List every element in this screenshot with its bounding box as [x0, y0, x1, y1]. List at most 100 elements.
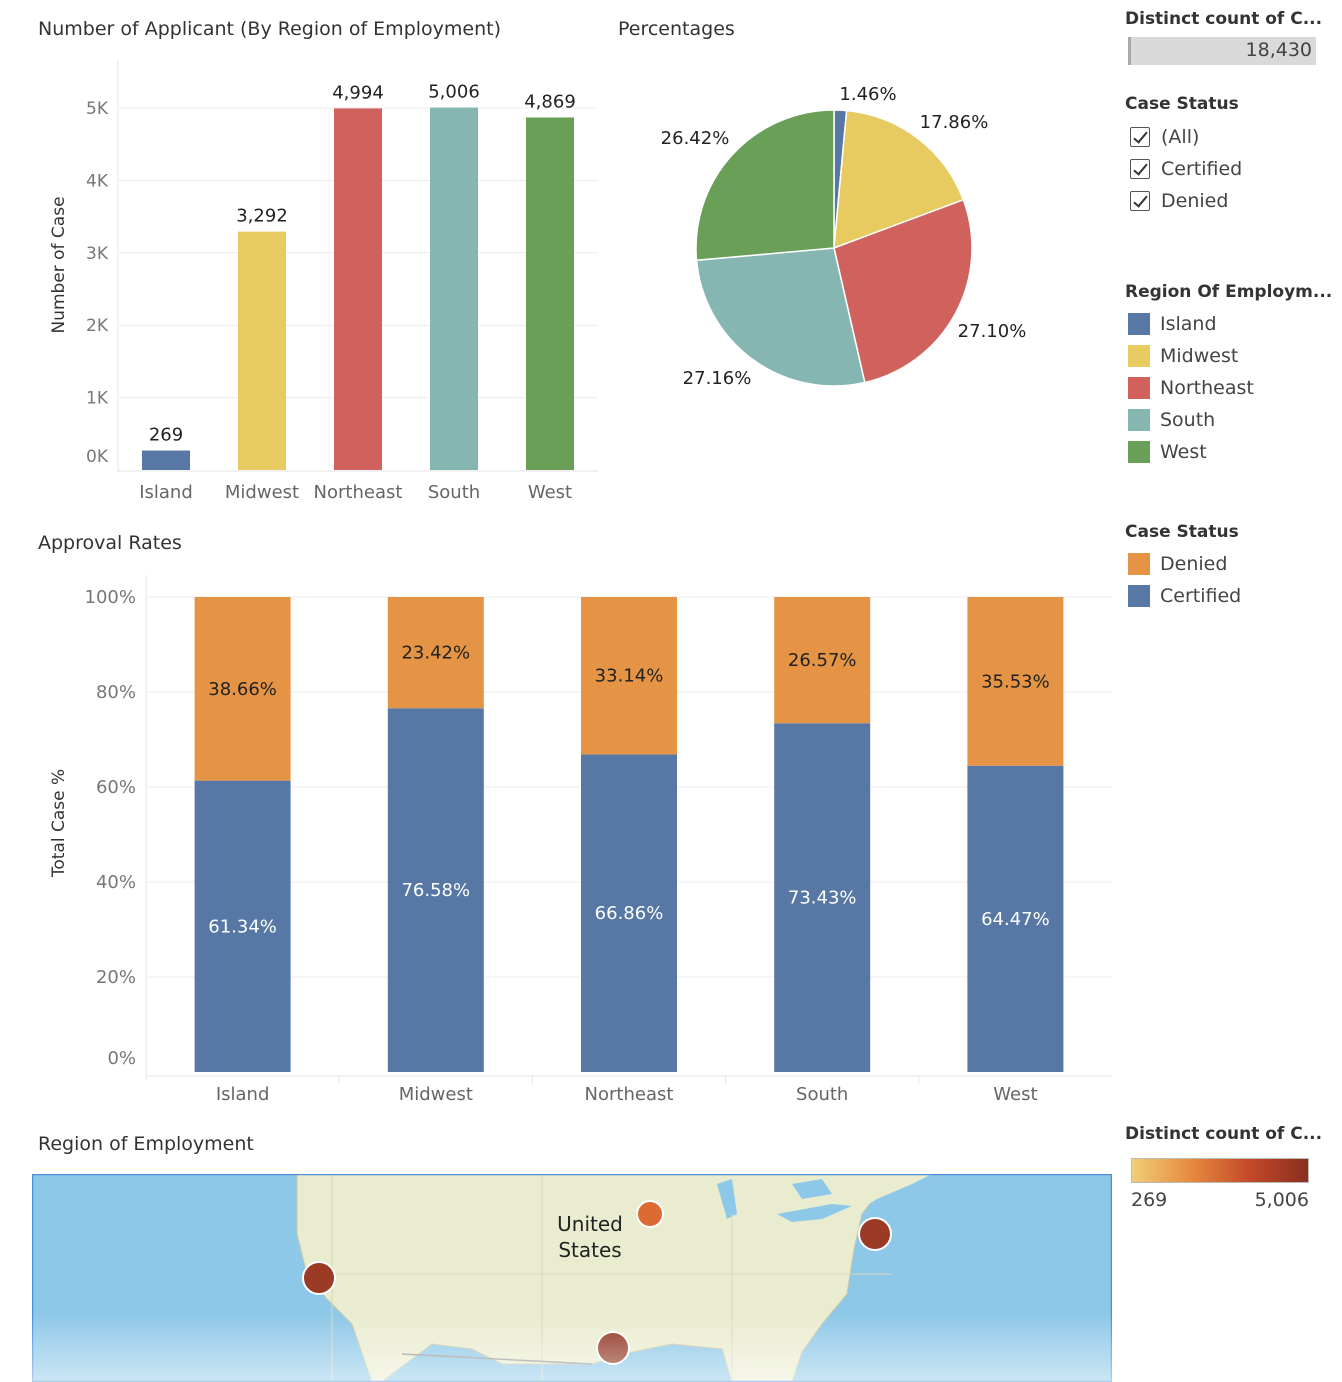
bar-data-label: 3,292: [236, 206, 288, 227]
denied-data-label: 33.14%: [595, 666, 664, 687]
x-tick-label: West: [528, 482, 572, 503]
pie-slice-northeast[interactable]: [833, 198, 973, 384]
legend-label: West: [1160, 441, 1207, 463]
gradient-legend-bar: [1131, 1158, 1309, 1183]
map-dot-midwest[interactable]: [636, 1200, 664, 1228]
swatch: [1128, 585, 1150, 607]
bar-northeast[interactable]: [334, 108, 382, 471]
y-tick-label: 40%: [96, 872, 136, 893]
bar-denied-island[interactable]: [194, 597, 291, 781]
legend-label: Northeast: [1160, 377, 1254, 399]
pie-slice-west[interactable]: [695, 109, 835, 262]
count-title: Distinct count of C...: [1125, 9, 1323, 29]
filter-certified[interactable]: Certified: [1130, 158, 1242, 180]
map-dot-northeast[interactable]: [858, 1217, 892, 1251]
y-tick-label: 1K: [86, 389, 109, 409]
y-tick-label: 3K: [86, 244, 109, 264]
bar-denied-south[interactable]: [774, 597, 871, 724]
checkbox-icon[interactable]: [1130, 191, 1150, 211]
gradient-min-label: 269: [1131, 1189, 1168, 1211]
swatch: [1128, 553, 1150, 575]
certified-data-label: 61.34%: [208, 916, 277, 937]
pie-data-label: 27.10%: [958, 321, 1027, 342]
bar-data-label: 5,006: [428, 82, 480, 103]
pie-slice-south[interactable]: [695, 247, 866, 387]
gradient-title: Distinct count of C...: [1125, 1124, 1323, 1144]
legend-label: Island: [1160, 313, 1217, 335]
pie-data-label: 27.16%: [683, 368, 752, 389]
y-axis-label: Number of Case: [49, 196, 69, 333]
pie-slice-midwest[interactable]: [833, 109, 965, 250]
bar-certified-northeast[interactable]: [581, 754, 677, 1072]
y-axis-label: Total Case %: [49, 769, 69, 878]
certified-data-label: 76.58%: [401, 880, 470, 901]
map-country-label: States: [558, 1238, 621, 1262]
swatch: [1128, 377, 1150, 399]
region-map[interactable]: United States: [32, 1174, 1112, 1382]
region-legend-title: Region Of Employm...: [1125, 282, 1333, 302]
bar-certified-west[interactable]: [967, 765, 1064, 1072]
legend-northeast[interactable]: Northeast: [1128, 377, 1254, 399]
bar-denied-west[interactable]: [967, 597, 1064, 766]
bar-island[interactable]: [142, 450, 190, 470]
filter-all[interactable]: (All): [1130, 126, 1199, 148]
map-lake-huron: [792, 1179, 832, 1199]
y-tick-label: 4K: [86, 171, 109, 191]
swatch: [1128, 313, 1150, 335]
legend-denied[interactable]: Denied: [1128, 553, 1227, 575]
certified-data-label: 66.86%: [595, 903, 664, 924]
y-tick-label: 2K: [86, 316, 109, 336]
legend-label: South: [1160, 409, 1216, 431]
bar-denied-midwest[interactable]: [387, 597, 484, 709]
bar-denied-northeast[interactable]: [581, 597, 677, 755]
bar-midwest[interactable]: [238, 231, 286, 470]
swatch: [1128, 409, 1150, 431]
status-filter-title: Case Status: [1125, 94, 1239, 114]
legend-label: Certified: [1160, 585, 1242, 607]
y-tick-label: 0%: [107, 1048, 136, 1069]
swatch: [1128, 441, 1150, 463]
bar-data-label: 269: [149, 425, 183, 446]
filter-denied[interactable]: Denied: [1130, 190, 1228, 212]
y-tick-label: 80%: [96, 682, 136, 703]
map-bottom-fade: [32, 1314, 1112, 1382]
map-dot-west[interactable]: [302, 1261, 336, 1295]
bar-certified-island[interactable]: [194, 780, 291, 1072]
legend-label: Midwest: [1160, 345, 1239, 367]
applicant-bar-chart[interactable]: 0K 1K 2K 3K 4K 5K Number of Case 269 Island 3,292…: [0, 50, 610, 520]
y-tick-label: 5K: [86, 99, 109, 119]
checkbox-icon[interactable]: [1130, 159, 1150, 179]
x-tick-label: Island: [139, 482, 193, 503]
certified-data-label: 64.47%: [981, 909, 1050, 930]
x-tick-label: Northeast: [314, 482, 403, 503]
pie-data-label: 17.86%: [920, 112, 989, 133]
x-tick-label: Island: [216, 1084, 270, 1105]
bar-chart-title: Number of Applicant (By Region of Employ…: [38, 18, 502, 40]
bar-certified-midwest[interactable]: [387, 708, 484, 1072]
count-value: 18,430: [1245, 39, 1312, 61]
legend-midwest[interactable]: Midwest: [1128, 345, 1238, 367]
legend-certified[interactable]: Certified: [1128, 585, 1241, 607]
bar-west[interactable]: [526, 117, 574, 470]
checkbox-icon[interactable]: [1130, 127, 1150, 147]
bar-south[interactable]: [430, 107, 478, 470]
bar-data-label: 4,994: [332, 82, 384, 103]
x-tick-label: Northeast: [585, 1084, 674, 1105]
filter-label: (All): [1161, 126, 1200, 148]
map-title: Region of Employment: [38, 1133, 254, 1155]
count-box: 18,430: [1128, 37, 1316, 65]
map-country-label: United: [557, 1212, 623, 1236]
legend-west[interactable]: West: [1128, 441, 1207, 463]
approval-chart-title: Approval Rates: [38, 532, 182, 554]
legend-island[interactable]: Island: [1128, 313, 1217, 335]
swatch: [1128, 345, 1150, 367]
x-tick-label: South: [428, 482, 480, 503]
legend-south[interactable]: South: [1128, 409, 1215, 431]
bar-certified-south[interactable]: [774, 723, 871, 1072]
approval-rates-chart[interactable]: 0% 20% 40% 60% 80% 100% Total Case % 61.34% 38.6…: [0, 570, 1115, 1115]
map-land-canada: [592, 1174, 932, 1214]
percentages-pie-chart[interactable]: 1.46% 17.86% 27.10% 27.16% 26.42%: [610, 50, 1110, 450]
gradient-max-label: 5,006: [1254, 1189, 1309, 1211]
status-legend-title: Case Status: [1125, 522, 1239, 542]
pie-data-label: 26.42%: [661, 128, 730, 149]
